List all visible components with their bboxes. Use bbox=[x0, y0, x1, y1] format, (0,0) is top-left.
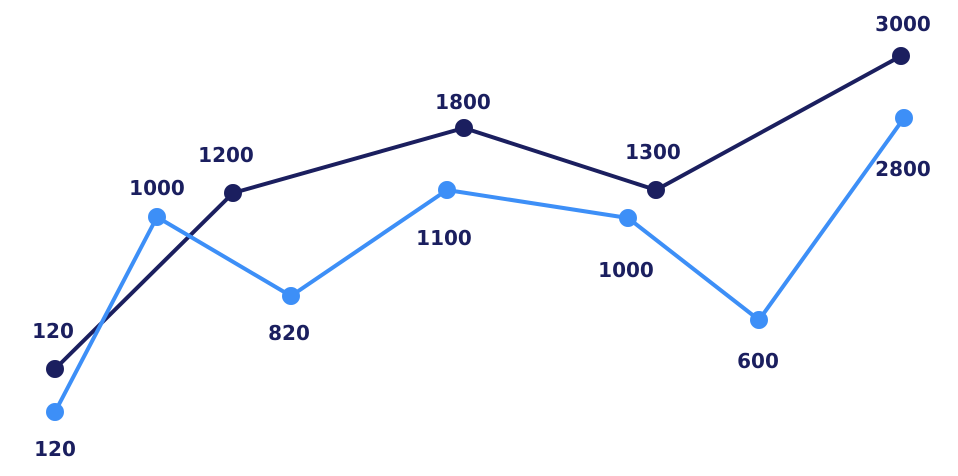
series-2-data-label: 1100 bbox=[416, 226, 472, 250]
series-2-point bbox=[282, 287, 300, 305]
series-1-data-label: 3000 bbox=[875, 12, 931, 36]
series-2-data-label: 2800 bbox=[875, 157, 931, 181]
series-1-point bbox=[647, 181, 665, 199]
series-2-point bbox=[619, 209, 637, 227]
series-1-point bbox=[224, 184, 242, 202]
series-1-point bbox=[892, 47, 910, 65]
series-2-data-label: 820 bbox=[268, 321, 310, 345]
series-1-data-label: 1300 bbox=[625, 140, 681, 164]
series-2-point bbox=[750, 311, 768, 329]
series-1-data-label: 1200 bbox=[198, 143, 254, 167]
series-2-point bbox=[46, 403, 64, 421]
series-2-point bbox=[438, 181, 456, 199]
series-1-point bbox=[46, 360, 64, 378]
series-2-data-label: 1000 bbox=[129, 176, 185, 200]
series-1-data-label: 1800 bbox=[435, 90, 491, 114]
series-2-point bbox=[895, 109, 913, 127]
series-1-point bbox=[455, 119, 473, 137]
series-2-data-label: 120 bbox=[34, 437, 76, 461]
series-2-data-label: 1000 bbox=[598, 258, 654, 282]
series-1-data-label: 120 bbox=[32, 319, 74, 343]
series-2-data-label: 600 bbox=[737, 349, 779, 373]
series-2-point bbox=[148, 208, 166, 226]
